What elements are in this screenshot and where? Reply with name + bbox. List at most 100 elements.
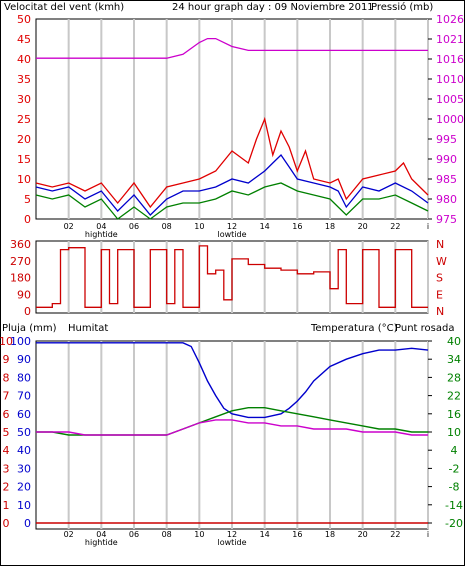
- pressure-y-tick: 975: [436, 213, 457, 226]
- humidity-y-tick: 80: [17, 371, 31, 384]
- humidity-y-tick: 10: [17, 499, 31, 512]
- humidity-y-tick: 70: [17, 390, 31, 403]
- pressure-y-tick: 990: [436, 153, 457, 166]
- rain-y-tick: 1: [3, 499, 10, 512]
- humidity-y-tick: 20: [17, 481, 31, 494]
- dir-y-ticks: 0 90 180 270 360: [10, 238, 31, 318]
- x-tick-label: 22: [390, 222, 400, 231]
- rain-y-tick: 10: [0, 335, 13, 348]
- temperature-y-tick: 4: [451, 444, 458, 457]
- x-tick-label: 12: [227, 530, 237, 539]
- rain-y-tick: 2: [3, 481, 10, 494]
- panel-wind-pressure: Velocitat del vent (kmh) 24 hour graph d…: [4, 1, 464, 239]
- temperature-y-tick: 22: [447, 390, 461, 403]
- x-tick-label: 06: [129, 530, 139, 539]
- wind-y-tick: 5: [24, 193, 31, 206]
- temperature-y-tick: 28: [447, 371, 461, 384]
- rain-y-tick: 3: [3, 462, 10, 475]
- wind-y-tick: 0: [24, 213, 31, 226]
- p3-series: [36, 342, 429, 524]
- series-humidity: [36, 342, 429, 419]
- humidity-y-tick: 60: [17, 408, 31, 421]
- humidity-y-tick: 30: [17, 462, 31, 475]
- dewpoint-axis-title: Punt rosada: [395, 323, 454, 334]
- p3-x-ticks: 02 04 06 08 10 12 14 16 18 20 22 i hightide lowtide: [64, 530, 430, 547]
- x-tick-label: i: [427, 530, 429, 539]
- wind-y-tick: 30: [17, 93, 31, 106]
- x-tick-label: 22: [390, 530, 400, 539]
- wind-y-tick: 50: [17, 13, 31, 26]
- rain-y-tick: 8: [3, 371, 10, 384]
- temperature-y-tick: -2: [449, 462, 460, 475]
- compass-label: W: [436, 255, 447, 268]
- temperature-y-tick: 16: [447, 408, 461, 421]
- series-wind_dir: [36, 245, 428, 308]
- series-wind_min: [35, 182, 429, 220]
- x-tick-label: 18: [325, 222, 335, 231]
- x-tick-label: 14: [260, 222, 270, 231]
- rain-y-tick: 0: [3, 517, 10, 530]
- x-tick-label: 10: [194, 222, 204, 231]
- temperature-y-tick: 10: [447, 426, 461, 439]
- humidity-y-tick: 100: [10, 335, 31, 348]
- x-tick-label: 18: [325, 530, 335, 539]
- x-tick-label: 14: [260, 530, 270, 539]
- x-tick-label: 04: [96, 222, 106, 231]
- pressure-y-ticks: 975 980 985 990 995 1000 1005 1010 1016 1021 1026: [428, 13, 464, 226]
- panel-temp-humidity: Pluja (mm) Humitat Temperatura (°C) Punt…: [0, 323, 463, 547]
- pressure-y-tick: 1026: [436, 13, 464, 26]
- rain-y-tick: 7: [3, 390, 10, 403]
- humidity-y-tick: 50: [17, 426, 31, 439]
- x-tick-label: 16: [292, 530, 302, 539]
- temperature-y-tick: 40: [447, 335, 461, 348]
- wind-y-tick: 20: [17, 133, 31, 146]
- temperature-y-tick: 34: [447, 353, 461, 366]
- pressure-axis-title: Pressió (mb): [371, 1, 433, 13]
- compass-label: N: [436, 238, 444, 251]
- humidity-y-tick: 40: [17, 444, 31, 457]
- wind-y-tick: 45: [17, 33, 31, 46]
- rain-y-tick: 4: [3, 444, 10, 457]
- humidity-y-tick: 90: [17, 353, 31, 366]
- rain-y-tick: 6: [3, 408, 10, 421]
- chart-title: 24 hour graph day : 09 Noviembre 2011: [172, 2, 374, 13]
- pressure-y-tick: 1010: [436, 73, 464, 86]
- humidity-y-tick: 0: [24, 517, 31, 530]
- dir-y-tick: 0: [24, 305, 31, 318]
- p1-grid: [67, 19, 429, 219]
- p1-x-ticks: 02 04 06 08 10 12 14 16 18 20 22 i hightide lowtide: [64, 222, 430, 239]
- temperature-y-tick: -8: [449, 481, 460, 494]
- dir-y-tick: 90: [17, 288, 31, 301]
- pressure-y-tick: 995: [436, 133, 457, 146]
- series-pressure: [36, 37, 428, 59]
- x-tick-label: 08: [162, 530, 172, 539]
- x-annotation-label: lowtide: [217, 230, 246, 239]
- dir-y-tick: 270: [10, 255, 31, 268]
- series-dewpoint: [36, 419, 428, 436]
- temperature-y-tick: -20: [445, 517, 463, 530]
- rain-y-tick: 5: [3, 426, 10, 439]
- x-tick-label: 12: [227, 222, 237, 231]
- pressure-y-tick: 1005: [436, 93, 464, 106]
- x-tick-label: 04: [96, 530, 106, 539]
- compass-label: S: [436, 272, 443, 285]
- series-wind_max: [35, 116, 429, 209]
- rain-y-tick: 9: [3, 353, 10, 366]
- x-annotation-label: hightide: [85, 230, 118, 239]
- pressure-y-tick: 985: [436, 173, 457, 186]
- wind-axis-title: Velocitat del vent (kmh): [4, 2, 124, 13]
- wind-y-tick: 15: [17, 153, 31, 166]
- x-tick-label: 16: [292, 222, 302, 231]
- x-tick-label: 02: [64, 222, 74, 231]
- humidity-y-ticks: 0 10 20 30 40 50 60 70 80 90 100: [10, 335, 31, 530]
- compass-label: E: [436, 288, 443, 301]
- x-tick-label: 06: [129, 222, 139, 231]
- pressure-y-tick: 1016: [436, 53, 464, 66]
- x-tick-label: 02: [64, 530, 74, 539]
- x-tick-label: 20: [358, 222, 368, 231]
- x-tick-label: 20: [358, 530, 368, 539]
- pressure-y-tick: 1000: [436, 113, 464, 126]
- wind-y-ticks: 0 5 10 15 20 25 30 35 40 45 50: [17, 13, 31, 226]
